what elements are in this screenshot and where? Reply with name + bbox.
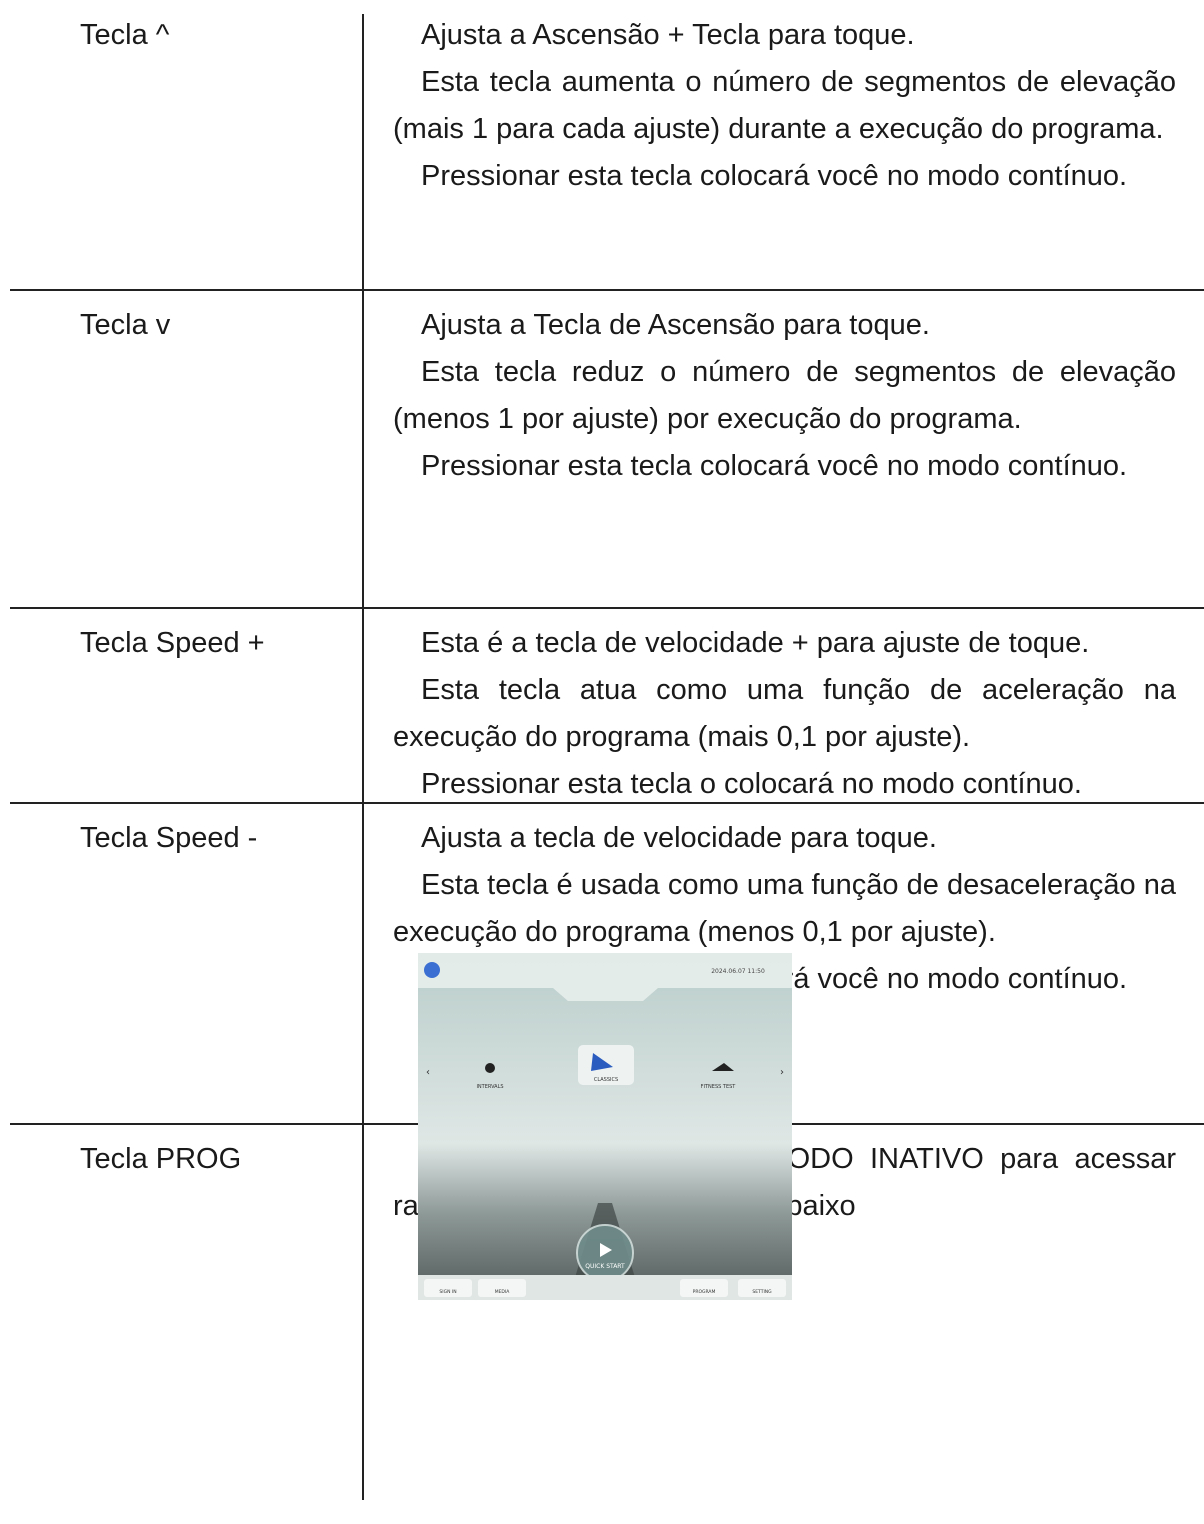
- paragraph: Esta tecla aumenta o número de segmentos…: [393, 66, 1176, 145]
- screen-button: [478, 1279, 526, 1297]
- key-name: Tecla ^: [80, 19, 170, 51]
- row-divider: [10, 802, 1204, 804]
- row-divider: [10, 607, 1204, 609]
- paragraph: Pressionar esta tecla colocará você no m…: [421, 160, 1128, 192]
- screen-label: QUICK START: [585, 1263, 625, 1270]
- paragraph: Esta tecla é usada como uma função de de…: [393, 869, 1176, 948]
- svg-text:›: ›: [780, 1067, 784, 1078]
- screen-button-label: SIGN IN: [439, 1289, 456, 1295]
- paragraph: Pressionar esta tecla o colocará no modo…: [421, 768, 1082, 800]
- screen-button-label: SETTING: [752, 1289, 772, 1295]
- paragraph: Pressionar esta tecla colocará você no m…: [421, 450, 1128, 482]
- paragraph: Ajusta a Ascensão + Tecla para toque.: [421, 19, 915, 51]
- key-name: Tecla Speed -: [80, 822, 258, 854]
- paragraph: Esta é a tecla de velocidade + para ajus…: [421, 627, 1090, 659]
- key-description: Ajusta a Tecla de Ascensão para toque. Es…: [393, 302, 1176, 490]
- table-row: Tecla Speed + Esta é a tecla de velocidad…: [0, 608, 1204, 803]
- screen-button: [680, 1279, 728, 1297]
- key-name: Tecla Speed +: [80, 627, 265, 659]
- paragraph: Ajusta a Tecla de Ascensão para toque.: [421, 309, 930, 341]
- table-row: Tecla ^ Ajusta a Ascensão + Tecla para to…: [0, 0, 1204, 290]
- screen-button: [424, 1279, 472, 1297]
- row-divider: [10, 289, 1204, 291]
- screen-time: 2024.06.07 11:50: [711, 968, 765, 975]
- column-divider: [362, 14, 364, 1500]
- screen-image: ‹ › 2024.06.07 11:50 INTERVALS CLASSICS …: [418, 953, 792, 1300]
- paragraph: Esta tecla atua como uma função de acele…: [393, 674, 1176, 753]
- screen-label: FITNESS TEST: [701, 1084, 737, 1090]
- key-description: Ajusta a Ascensão + Tecla para toque. Est…: [393, 12, 1176, 200]
- svg-text:‹: ‹: [426, 1067, 430, 1078]
- key-description: Esta é a tecla de velocidade + para ajus…: [393, 620, 1176, 808]
- screen-button: [738, 1279, 786, 1297]
- table-row: Tecla v Ajusta a Tecla de Ascensão para t…: [0, 290, 1204, 608]
- screen-label: INTERVALS: [476, 1084, 503, 1090]
- paragraph: Esta tecla reduz o número de segmentos d…: [393, 356, 1176, 435]
- screen-button-label: PROGRAM: [693, 1289, 716, 1295]
- key-name: Tecla PROG: [80, 1143, 242, 1175]
- screen-button-label: MEDIA: [495, 1289, 511, 1295]
- paragraph: Ajusta a tecla de velocidade para toque.: [421, 822, 937, 854]
- screen-label: CLASSICS: [594, 1077, 618, 1083]
- key-name: Tecla v: [80, 309, 171, 341]
